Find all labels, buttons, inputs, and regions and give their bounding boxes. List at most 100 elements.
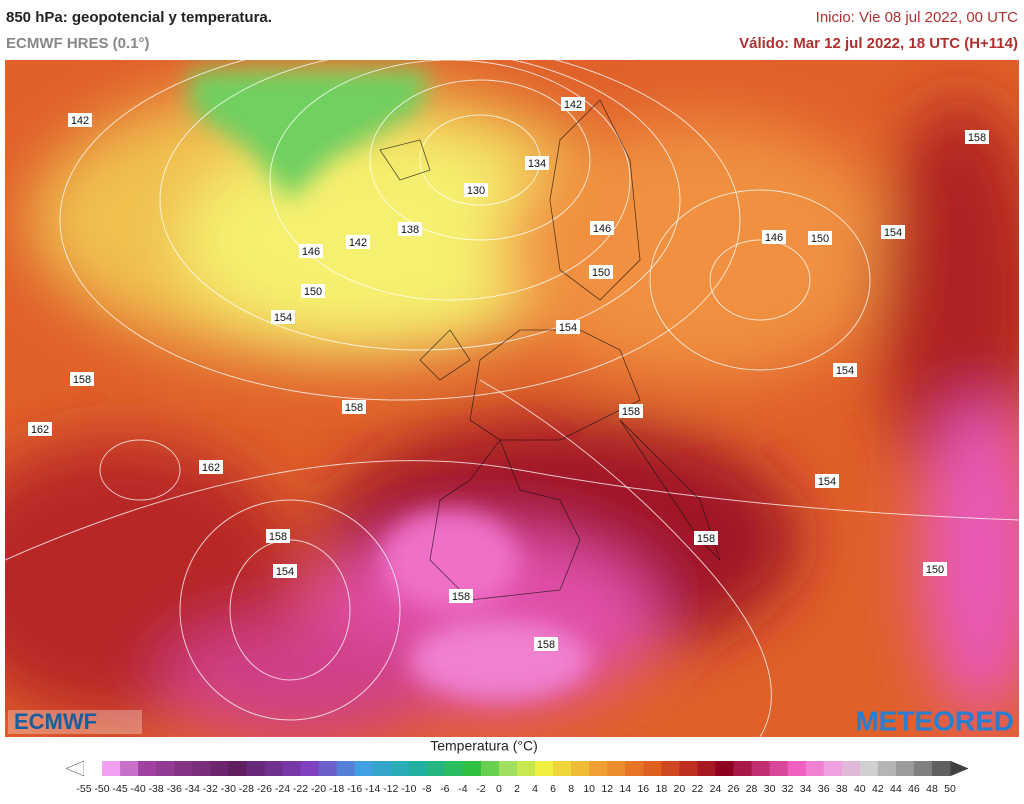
colorbar-swatch [859,761,879,776]
contour-label: 146 [765,232,783,244]
colorbar-tick-label: 44 [890,783,902,795]
contour-label: 146 [593,223,611,235]
contour-label: 146 [302,246,320,258]
contour-label: 154 [836,365,854,377]
legend-title: Temperatura (°C) [430,738,538,754]
colorbar-tick-label: 30 [764,783,776,795]
colorbar-swatch [480,761,500,776]
colorbar-tick-label: -12 [383,783,398,795]
colorbar-swatch [354,761,374,776]
colorbar-swatch [300,761,320,776]
colorbar-tick-label: 42 [872,783,884,795]
colorbar-tick-label: -6 [440,783,449,795]
colorbar-swatch [877,761,897,776]
colorbar-swatch [318,761,338,776]
colorbar-tick-label: 40 [854,783,866,795]
colorbar-tick-label: -26 [257,783,272,795]
colorbar-swatch [805,761,825,776]
colorbar-tick-label: -45 [112,783,127,795]
contour-label: 154 [818,476,836,488]
colorbar-swatch [517,761,536,776]
colorbar-swatch [444,761,464,776]
colorbar-swatch [336,761,356,776]
contour-label: 142 [71,115,89,127]
contour-label: 138 [401,224,419,236]
colorbar-tick-label: -32 [203,783,218,795]
colorbar-tick-label: -20 [311,783,326,795]
contour-label-bg [346,235,370,249]
valid-time: Válido: Mar 12 jul 2022, 18 UTC (H+114) [739,35,1018,52]
contour-label: 150 [304,286,322,298]
init-time: Inicio: Vie 08 jul 2022, 00 UTC [816,9,1019,26]
colorbar-tick-label: -14 [365,783,380,795]
colorbar-swatch [120,761,139,776]
contour-label: 158 [968,132,986,144]
contour-label: 134 [528,158,546,170]
colorbar-tick-label: 20 [674,783,686,795]
contour-label: 142 [349,237,367,249]
contour-label-bg [694,531,718,545]
contour-label-bg [68,113,92,127]
colorbar-tick-label: -10 [401,783,416,795]
colorbar-swatch [643,761,662,776]
contour-label-bg [534,637,558,651]
colorbar-tick-label: -22 [293,783,308,795]
colorbar-swatch [462,761,482,776]
contour-label-bg [556,320,580,334]
colorbar-tick-label: 38 [836,783,848,795]
title: 850 hPa: geopotencial y temperatura. [6,9,272,26]
colorbar-tick-label: 2 [514,783,520,795]
colorbar-swatch [282,761,301,776]
colorbar-swatch [697,761,716,776]
contour-label-bg [273,564,297,578]
contour-label: 130 [467,185,485,197]
contour-label: 150 [926,564,944,576]
colorbar-tick-label: -24 [275,783,290,795]
colorbar-tick-label: -50 [94,783,109,795]
colorbar-swatch [715,761,734,776]
colorbar-swatch [553,761,572,776]
contour-label: 158 [452,591,470,603]
contour-label-bg [589,265,613,279]
colorbar-swatch [174,761,193,776]
colorbar-tick-label: 14 [619,783,631,795]
colorbar-swatch [679,761,698,776]
contour-label-bg [965,130,989,144]
colorbar-tick-label: 18 [655,783,667,795]
contour-label-bg [299,244,323,258]
colorbar-swatch [228,761,247,776]
contour-label: 162 [31,424,49,436]
contour-label-bg [881,225,905,239]
contour-label: 154 [884,227,902,239]
colorbar-swatch [787,761,807,776]
colorbar-swatch [841,761,861,776]
colorbar-swatch [498,761,518,776]
colorbar-tick-label: -2 [476,783,485,795]
colorbar-tick-label: 10 [583,783,595,795]
contour-label-bg [923,562,947,576]
map [5,60,1019,737]
contour-label: 158 [269,531,287,543]
contour-label: 158 [622,406,640,418]
colorbar-swatch [426,761,446,776]
colorbar-swatch [931,761,951,776]
contour-label: 154 [559,322,577,334]
colorbar-tick-label: 16 [637,783,649,795]
colorbar-tick-label: 36 [818,783,830,795]
colorbar-tick-label: 46 [908,783,920,795]
contour-label-bg [28,422,52,436]
contour-label-bg [815,474,839,488]
colorbar-arrow-left [65,760,85,777]
contour-label-bg [266,529,290,543]
meteored-logo: METEORED [855,705,1014,736]
colorbar-swatch [535,761,554,776]
colorbar-tick-label: -16 [347,783,362,795]
colorbar-tick-label: -38 [149,783,164,795]
colorbar-swatch [661,761,680,776]
colorbar-tick-label: -36 [167,783,182,795]
colorbar-swatch [84,761,103,776]
colorbar-tick-label: 28 [746,783,758,795]
colorbar-swatch [192,761,211,776]
contour-label-bg [342,400,366,414]
colorbar-swatch [895,761,915,776]
